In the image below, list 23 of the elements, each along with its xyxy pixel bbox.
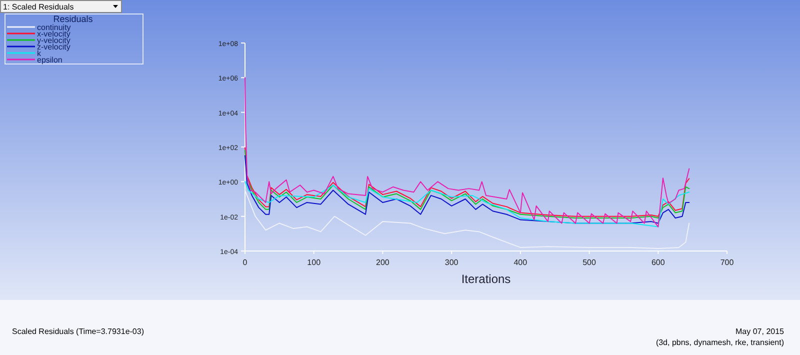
line-series bbox=[244, 77, 690, 228]
text: Scaled Residuals (Time=3.7931e-03) bbox=[12, 327, 144, 336]
x-tick-label: 100 bbox=[307, 258, 322, 267]
line-series bbox=[244, 181, 690, 228]
line-series bbox=[244, 190, 690, 249]
legend-label: z-velocity bbox=[37, 42, 70, 52]
x-tick-label: 500 bbox=[582, 258, 597, 267]
legend-label: epsilon bbox=[37, 56, 62, 64]
legend-label: k bbox=[37, 49, 42, 58]
legend-label: x-velocity bbox=[37, 30, 70, 38]
x-tick-label: 700 bbox=[720, 258, 734, 267]
x-tick-label: 200 bbox=[376, 258, 390, 267]
legend-title: Residuals bbox=[53, 14, 94, 24]
legend-label: y-velocity bbox=[37, 36, 70, 45]
text: May 07, 2015 bbox=[736, 327, 785, 336]
legend-label: continuity bbox=[37, 23, 71, 32]
dropdown: 1: Scaled Residuals bbox=[0, 0, 122, 13]
x-tick-label: 600 bbox=[651, 258, 666, 267]
x-tick-label: 400 bbox=[514, 258, 528, 267]
x-tick-label: 0 bbox=[242, 258, 248, 267]
x-axis-title: Iterations bbox=[461, 272, 511, 286]
x-tick-label: 300 bbox=[444, 258, 459, 267]
text: (3d, pbns, dynamesh, rke, transient) bbox=[656, 338, 784, 347]
